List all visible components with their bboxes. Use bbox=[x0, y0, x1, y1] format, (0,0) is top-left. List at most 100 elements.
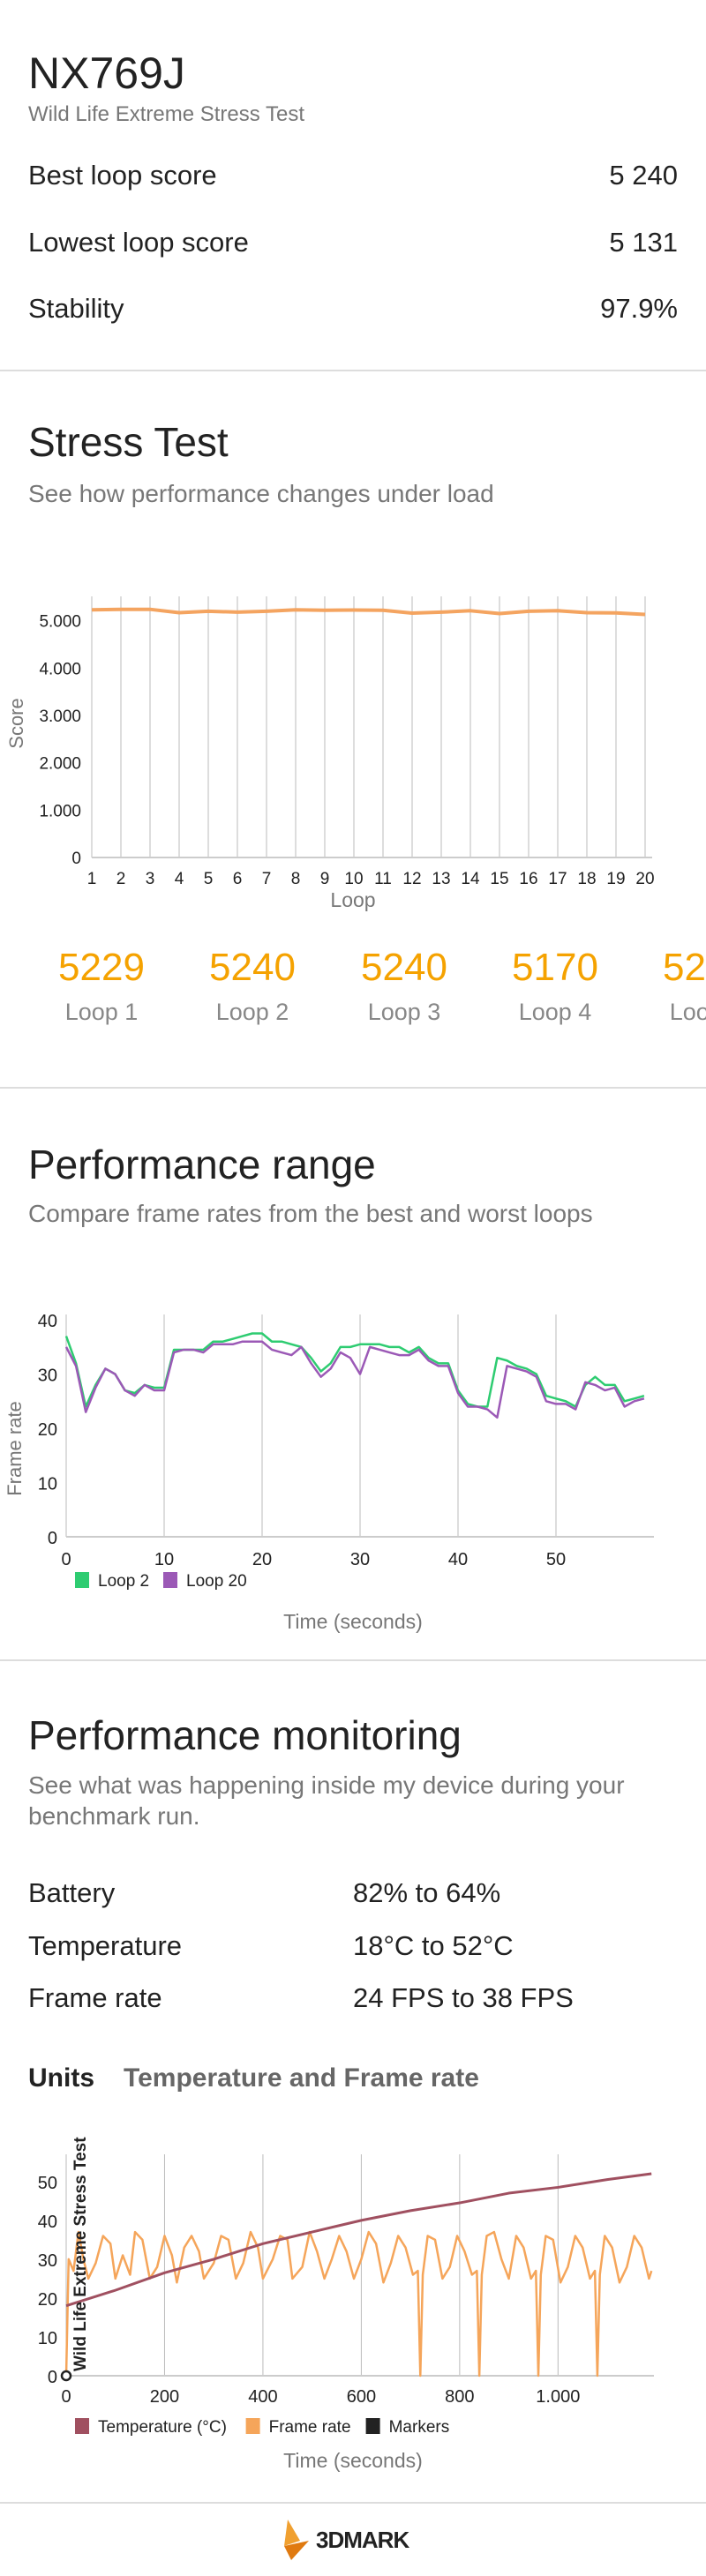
x-tick-label: 18 bbox=[577, 870, 596, 888]
summary-label: Stability bbox=[28, 293, 124, 324]
legend-swatch bbox=[75, 2418, 89, 2434]
legend-swatch bbox=[365, 2418, 380, 2434]
summary-value: 5 240 bbox=[609, 160, 678, 191]
loop-score: 5170 bbox=[512, 946, 598, 989]
y-tick-label: 10 bbox=[38, 2329, 57, 2348]
x-tick-label: 50 bbox=[546, 1550, 566, 1569]
marker-annotation: Wild Life Extreme Stress Test bbox=[71, 2137, 90, 2371]
x-tick-label: 15 bbox=[490, 870, 508, 888]
monitor-row-battery: Battery 82% to 64% bbox=[28, 1877, 681, 1909]
x-tick-label: 14 bbox=[461, 870, 480, 888]
y-tick-label: 0 bbox=[48, 2368, 57, 2387]
x-tick-label: 20 bbox=[252, 1550, 272, 1569]
y-tick-label: 10 bbox=[38, 1475, 57, 1494]
units-label: Units bbox=[28, 2063, 94, 2093]
subtitle-line: See what was happening inside my device … bbox=[28, 1771, 625, 1799]
summary-row-lowest: Lowest loop score 5 131 bbox=[28, 227, 678, 258]
x-axis-label: Time (seconds) bbox=[283, 2449, 423, 2472]
series-line-loop-2 bbox=[64, 1332, 645, 1408]
x-tick-label: 0 bbox=[61, 2387, 71, 2407]
monitor-row-framerate: Frame rate 24 FPS to 38 FPS bbox=[28, 1982, 681, 2014]
loop-card: 5170 Loop 4 bbox=[480, 946, 630, 1026]
x-tick-label: 10 bbox=[344, 870, 363, 888]
summary-value: 97.9% bbox=[600, 293, 678, 324]
legend-swatch bbox=[163, 1572, 177, 1588]
legend-label: Loop 20 bbox=[186, 1572, 247, 1591]
legend-swatch bbox=[75, 1572, 89, 1588]
series-line-loop-20 bbox=[64, 1340, 645, 1419]
monitoring-title: Performance monitoring bbox=[28, 1712, 462, 1758]
units-selector[interactable]: Temperature and Frame rate bbox=[124, 2063, 479, 2093]
x-tick-label: 800 bbox=[445, 2387, 474, 2407]
x-tick-label: 400 bbox=[248, 2387, 277, 2407]
monitor-label: Temperature bbox=[28, 1930, 183, 1961]
loop-score: 5240 bbox=[209, 946, 296, 989]
test-name: Wild Life Extreme Stress Test bbox=[28, 102, 304, 126]
range-subtitle: Compare frame rates from the best and wo… bbox=[28, 1200, 593, 1227]
stress-title: Stress Test bbox=[28, 419, 229, 465]
monitoring-chart: 0 200 400 600 800 1.000 0 10 20 30 40 50 Wild Life E… bbox=[38, 2137, 654, 2472]
x-tick-label: 11 bbox=[374, 870, 392, 888]
subtitle-line: benchmark run. bbox=[28, 1802, 200, 1830]
x-tick-label: 12 bbox=[402, 870, 421, 888]
x-axis-label: Loop bbox=[330, 888, 375, 911]
3dmark-logo: 3DMARK bbox=[282, 2520, 409, 2560]
x-tick-label: 9 bbox=[320, 870, 330, 888]
divider bbox=[0, 1659, 706, 1661]
x-axis-label: Time (seconds) bbox=[283, 1610, 423, 1633]
3dmark-logo-icon bbox=[284, 2520, 309, 2560]
loop-label: Loop 2 bbox=[215, 999, 289, 1025]
monitor-row-temperature: Temperature 18°C to 52°C bbox=[28, 1930, 681, 1962]
score-line bbox=[91, 607, 646, 617]
x-tick-label: 5 bbox=[204, 870, 214, 888]
loop-label: Loop 4 bbox=[518, 999, 592, 1025]
x-tick-label: 2 bbox=[116, 870, 126, 888]
summary-label: Lowest loop score bbox=[28, 227, 249, 258]
x-tick-label: 200 bbox=[150, 2387, 179, 2407]
x-tick-label: 6 bbox=[233, 870, 243, 888]
frame-rate-line bbox=[64, 2230, 653, 2378]
x-tick-label: 10 bbox=[154, 1550, 174, 1569]
x-tick-label: 1.000 bbox=[536, 2387, 580, 2407]
y-tick-label: 0 bbox=[71, 850, 81, 868]
stress-subtitle: See how performance changes under load bbox=[28, 480, 494, 507]
monitor-value: 18°C to 52°C bbox=[353, 1930, 514, 1961]
x-tick-label: 17 bbox=[548, 870, 567, 888]
y-tick-label: 4.000 bbox=[39, 660, 81, 678]
monitor-label: Frame rate bbox=[28, 1982, 162, 2013]
x-tick-label: 8 bbox=[291, 870, 301, 888]
x-tick-label: 20 bbox=[635, 870, 654, 888]
x-tick-label: 0 bbox=[61, 1550, 71, 1569]
score-chart: 1 2 3 4 5 6 7 8 9 10 11 12 13 14 15 16 17 18 19 2001.0002.0… bbox=[5, 596, 655, 911]
divider bbox=[0, 2502, 706, 2504]
loop-score: 5240 bbox=[361, 946, 447, 989]
y-tick-label: 50 bbox=[38, 2174, 57, 2193]
y-axis-label: Frame rate bbox=[4, 1401, 26, 1496]
loop-label: Loop 3 bbox=[367, 999, 441, 1025]
temperature-line bbox=[65, 2172, 652, 2308]
legend-label: Markers bbox=[389, 2418, 450, 2437]
summary-row-stability: Stability 97.9% bbox=[28, 293, 678, 325]
loop-scores: 5229 Loop 1 5240 Loop 2 5240 Loop 3 5170 Loo… bbox=[0, 946, 706, 1043]
summary-row-best: Best loop score 5 240 bbox=[28, 160, 678, 191]
monitor-value: 82% to 64% bbox=[353, 1877, 501, 1908]
device-name: NX769J bbox=[28, 49, 185, 98]
loop-card: 5229 Loop 1 bbox=[26, 946, 176, 1026]
x-tick-label: 1 bbox=[87, 870, 97, 888]
monitor-label: Battery bbox=[28, 1877, 116, 1908]
y-tick-label: 2.000 bbox=[39, 755, 81, 774]
y-tick-label: 0 bbox=[48, 1529, 57, 1548]
loop-card: 5240 Loop 2 bbox=[177, 946, 327, 1026]
x-tick-label: 19 bbox=[606, 870, 625, 888]
y-tick-label: 40 bbox=[38, 1312, 57, 1331]
loop-label: Loop 5 bbox=[669, 999, 706, 1025]
y-tick-label: 3.000 bbox=[39, 708, 81, 726]
divider bbox=[0, 1087, 706, 1089]
y-axis-label: Score bbox=[5, 698, 27, 748]
x-tick-label: 3 bbox=[146, 870, 155, 888]
loop-card: 5240 Loop 3 bbox=[329, 946, 479, 1026]
y-tick-label: 40 bbox=[38, 2213, 57, 2232]
x-tick-label: 4 bbox=[175, 870, 184, 888]
monitoring-subtitle: See what was happening inside my device … bbox=[28, 1770, 625, 1831]
legend-label: Loop 2 bbox=[98, 1572, 149, 1591]
